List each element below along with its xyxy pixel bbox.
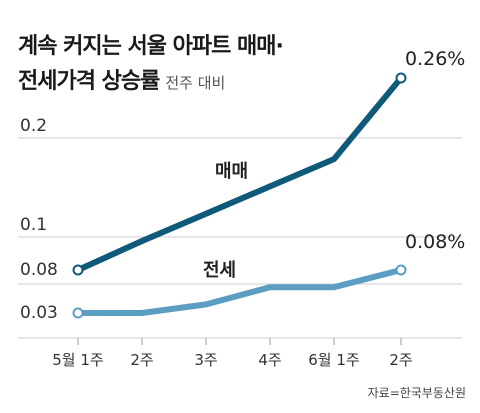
data-point	[72, 307, 84, 319]
x-tick-label: 3주	[194, 351, 217, 369]
source-note: 자료=한국부동산원	[367, 386, 466, 400]
x-tick-label: 4주	[258, 351, 281, 369]
data-point	[395, 72, 407, 84]
data-point	[72, 264, 84, 276]
series-label-jeonse: 전세	[203, 260, 236, 281]
y-tick-label: 0.08	[20, 260, 58, 280]
data-point	[395, 264, 407, 276]
value-label-jeonse: 0.08%	[405, 231, 465, 253]
value-label-sale: 0.26%	[405, 48, 465, 70]
series-line-jeonse	[75, 267, 404, 316]
x-tick-label: 2주	[389, 351, 412, 369]
chart-title-text: 전세가격 상승률	[18, 69, 160, 94]
series-line-sale	[75, 75, 404, 273]
chart-title-line2: 전세가격 상승률 전주 대비	[18, 63, 225, 95]
chart-title-line1: 계속 커지는 서울 아파트 매매·	[18, 34, 284, 59]
x-tick-label: 2주	[130, 351, 153, 369]
x-tick-label: 6월 1주	[308, 351, 359, 369]
series-label-sale: 매매	[215, 161, 248, 182]
x-tick-label: 5월 1주	[52, 351, 103, 369]
y-tick-label: 0.1	[20, 215, 47, 235]
y-tick-label: 0.03	[20, 303, 58, 323]
chart-subtitle: 전주 대비	[165, 74, 226, 92]
y-tick-label: 0.2	[20, 116, 47, 136]
